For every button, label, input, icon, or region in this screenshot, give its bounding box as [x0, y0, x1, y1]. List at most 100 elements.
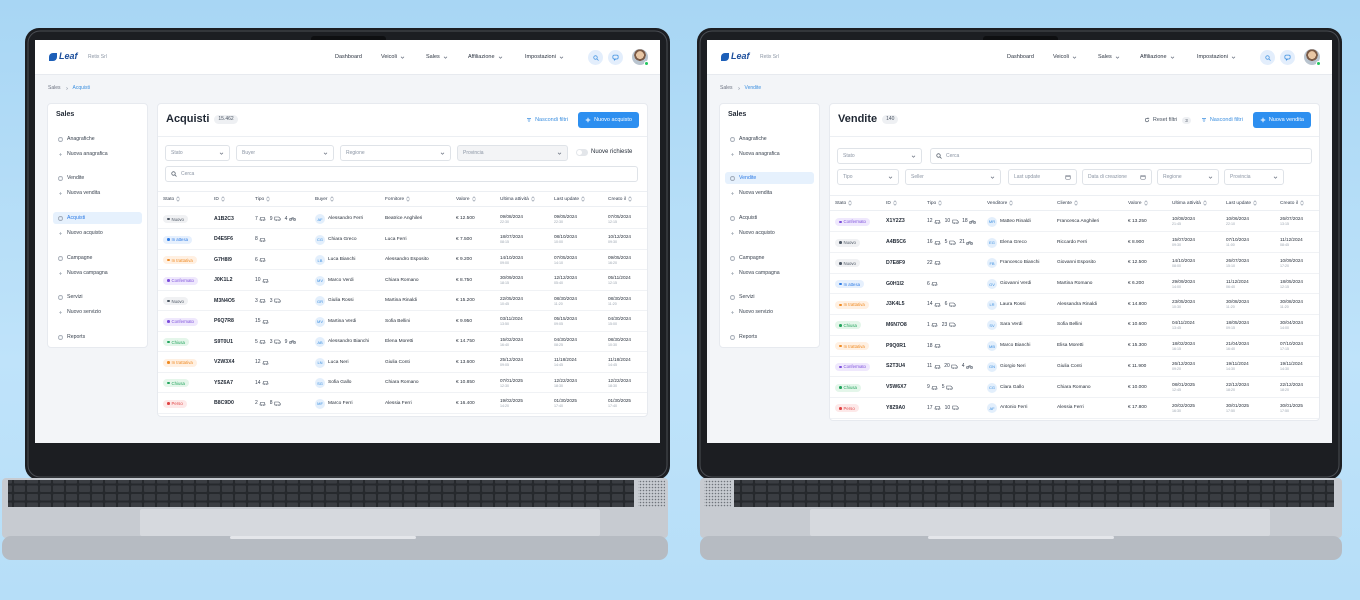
table-row[interactable]: Chiusa V5W6X7 9 5 CG Clara Gallo Chiara Romano…: [830, 377, 1319, 398]
sidebar-item[interactable]: Nuova campagna: [53, 267, 142, 279]
nav-item[interactable]: Dashboard: [335, 54, 362, 60]
table-row[interactable]: In trattativa J3K4L5 14 6 LR Laura Rossi Aless…: [830, 294, 1319, 316]
table-row[interactable]: Perso Y8Z9A0 17 10 AF Antonio Ferri Alessia Fe…: [830, 398, 1319, 419]
sidebar-item[interactable]: Servizi: [725, 291, 814, 303]
column-header[interactable]: Creato il: [1280, 200, 1304, 206]
filter-select[interactable]: Seller: [905, 169, 1001, 185]
nav-item[interactable]: Impostazioni: [1197, 54, 1236, 60]
column-header[interactable]: Last update: [1226, 200, 1257, 206]
breadcrumb-item[interactable]: Vendite: [744, 85, 762, 91]
column-header[interactable]: Tipo: [255, 196, 270, 202]
column-header[interactable]: Stato: [163, 196, 180, 202]
logo[interactable]: Leaf: [731, 51, 750, 61]
search-input[interactable]: Cerca: [930, 148, 1312, 164]
table-row[interactable]: In trattativa G7H8I9 6 LB Luca Bianchi Alessa…: [158, 250, 647, 271]
table-row[interactable]: Confermato S2T3U4 11 20 4 GN Giorgio Neri Giuli…: [830, 357, 1319, 378]
table-row[interactable]: Nuovo A4B5C6 16 5 21 EG Elena Greco Riccardo Fe…: [830, 232, 1319, 254]
filter-select[interactable]: Buyer: [236, 145, 334, 161]
table-row[interactable]: Confermato X1Y2Z3 12 10 18 MR Matteo Rinaldi Fr…: [830, 212, 1319, 233]
sidebar-item[interactable]: Nuovo acquisto: [53, 227, 142, 239]
column-header[interactable]: Valore: [1128, 200, 1148, 206]
sidebar-item[interactable]: Nuova vendita: [53, 187, 142, 199]
column-header[interactable]: ID: [214, 196, 225, 202]
sidebar-item[interactable]: Vendite: [53, 172, 142, 184]
action-button[interactable]: Nascondi filtri: [1201, 117, 1243, 123]
sidebar-item[interactable]: Campagne: [53, 252, 142, 264]
table-row[interactable]: Confermato J0K1L2 10 MV Marco Verdi Chiara Ro…: [158, 270, 647, 291]
sidebar-item[interactable]: Vendite: [725, 172, 814, 184]
sidebar-item[interactable]: Nuova anagrafica: [53, 148, 142, 160]
column-header[interactable]: Buyer: [315, 196, 334, 202]
action-button[interactable]: Nuovo acquisto: [578, 112, 639, 128]
nav-item[interactable]: Veicoli: [381, 54, 405, 60]
table-row[interactable]: In trattativa P9Q0R1 18 MB Marco Bianchi Elis…: [830, 336, 1319, 357]
table-row[interactable]: Perso B8C9D0 2 8 MF Marco Ferri Alessia Ferri €…: [158, 393, 647, 414]
column-header[interactable]: Ultima attività: [1172, 200, 1207, 206]
filter-select[interactable]: Data di creazione: [1082, 169, 1152, 185]
nav-item[interactable]: Impostazioni: [525, 54, 564, 60]
user-avatar[interactable]: [632, 49, 649, 66]
sidebar-item[interactable]: Servizi: [53, 291, 142, 303]
filter-select[interactable]: Stato: [837, 148, 922, 164]
filter-select[interactable]: Tipo: [837, 169, 899, 185]
table-row[interactable]: Confermato P6Q7R8 15 MV Martina Verdi Sofia B…: [158, 311, 647, 332]
nav-item[interactable]: Dashboard: [1007, 54, 1034, 60]
sidebar-item[interactable]: Anagrafiche: [725, 133, 814, 145]
column-header[interactable]: Cliente: [1057, 200, 1078, 206]
logo[interactable]: Leaf: [59, 51, 78, 61]
column-header[interactable]: Ultima attività: [500, 196, 535, 202]
breadcrumb-item[interactable]: Acquisti: [72, 85, 91, 91]
filter-select[interactable]: Stato: [165, 145, 230, 161]
sidebar-item[interactable]: Reports: [53, 331, 142, 343]
table-row[interactable]: Nuovo A1B2C3 7 9 4 AF Alessandro Ferri Beatrice…: [158, 209, 647, 230]
nav-item[interactable]: Affiliazione: [468, 54, 503, 60]
column-header[interactable]: Tipo: [927, 200, 942, 206]
sidebar-item[interactable]: Nuova anagrafica: [725, 148, 814, 160]
sidebar-item[interactable]: Anagrafiche: [53, 133, 142, 145]
sidebar-item[interactable]: Acquisti: [725, 212, 814, 224]
column-header[interactable]: Fornitore: [385, 196, 410, 202]
nav-item[interactable]: Sales: [1098, 54, 1120, 60]
table-row[interactable]: Chiusa S9T0U1 5 3 9 AB Alessandro Bianchi Elena…: [158, 332, 647, 353]
filter-select[interactable]: Regione: [1157, 169, 1219, 185]
table-row[interactable]: In attesa G0H1I2 6 GV Giovanni Verdi Martina …: [830, 274, 1319, 295]
filter-select[interactable]: Provincia: [457, 145, 568, 161]
messages-button[interactable]: [1280, 50, 1295, 65]
breadcrumb-item[interactable]: Sales: [48, 85, 61, 91]
column-header[interactable]: Venditore: [987, 200, 1014, 206]
sidebar-item[interactable]: Nuovo servizio: [53, 306, 142, 318]
sidebar-item[interactable]: Nuovo servizio: [725, 306, 814, 318]
column-header[interactable]: ID: [886, 200, 897, 206]
action-button[interactable]: Reset filtri 3: [1144, 116, 1191, 124]
sidebar-item[interactable]: Acquisti: [53, 212, 142, 224]
sidebar-item[interactable]: Campagne: [725, 252, 814, 264]
sidebar-item[interactable]: Reports: [725, 331, 814, 343]
column-header[interactable]: Last update: [554, 196, 585, 202]
table-row[interactable]: Chiusa Y5Z6A7 14 SG Sofia Gallo Chiara Romano…: [158, 373, 647, 394]
table-row[interactable]: Nuovo M3N4O5 3 3 GR Giulia Rossi Martina Rinal…: [158, 291, 647, 312]
messages-button[interactable]: [608, 50, 623, 65]
breadcrumb-item[interactable]: Sales: [720, 85, 733, 91]
nav-item[interactable]: Veicoli: [1053, 54, 1077, 60]
action-button[interactable]: Nascondi filtri: [526, 117, 568, 123]
sidebar-item[interactable]: Nuova vendita: [725, 187, 814, 199]
table-row[interactable]: Nuovo D7E8F9 22 FB Francesco Bianchi Giovanni…: [830, 253, 1319, 274]
search-input[interactable]: Cerca: [165, 166, 638, 182]
nav-item[interactable]: Sales: [426, 54, 448, 60]
filter-select[interactable]: Provincia: [1224, 169, 1284, 185]
filter-select[interactable]: Last update: [1008, 169, 1077, 185]
action-button[interactable]: Nuova vendita: [1252, 112, 1311, 128]
sidebar-item[interactable]: Nuova campagna: [725, 267, 814, 279]
table-row[interactable]: In trattativa V2W3X4 12 LN Luca Neri Giulia C…: [158, 352, 647, 373]
nav-item[interactable]: Affiliazione: [1140, 54, 1175, 60]
column-header[interactable]: Creato il: [608, 196, 632, 202]
table-row[interactable]: Chiusa M6N7O8 1 23 SV Sara Verdi Sofia Bellini…: [830, 315, 1319, 336]
user-avatar[interactable]: [1304, 49, 1321, 66]
column-header[interactable]: Valore: [456, 196, 476, 202]
table-row[interactable]: In attesa D4E5F6 8 CG Chiara Greco Luca Ferri…: [158, 229, 647, 250]
sidebar-item[interactable]: Nuovo acquisto: [725, 227, 814, 239]
search-button[interactable]: [1260, 50, 1275, 65]
column-header[interactable]: Stato: [835, 200, 852, 206]
toggle-switch[interactable]: [576, 149, 588, 156]
filter-select[interactable]: Regione: [340, 145, 451, 161]
